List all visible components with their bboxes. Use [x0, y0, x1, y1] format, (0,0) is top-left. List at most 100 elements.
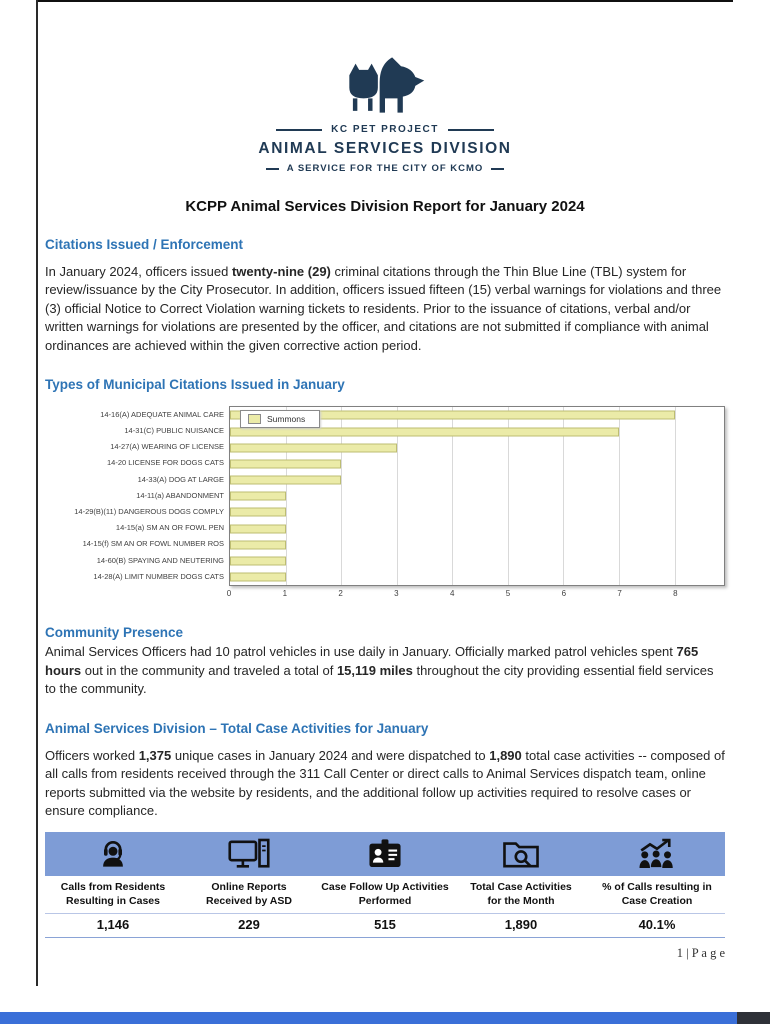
bottom-ui-bar-corner: [737, 1012, 770, 1024]
bottom-ui-bar: [0, 1012, 737, 1024]
summons-bar: [230, 475, 342, 485]
gridline: [285, 407, 287, 586]
x-axis-tick: 2: [338, 589, 343, 599]
bar-row: [230, 488, 724, 504]
gridline: [674, 407, 676, 586]
x-axis-tick: 0: [226, 589, 232, 599]
stat-label-online-reports: Online Reports Received by ASD: [206, 881, 292, 908]
bar-row: [230, 440, 724, 456]
chart-x-axis: 0 1 2 3 4 5 6 7 8: [226, 586, 725, 603]
activities-heading: Animal Services Division – Total Case Ac…: [45, 720, 429, 736]
stat-value-calls: 1,146: [96, 916, 130, 932]
page-top-edge-line: [37, 0, 733, 2]
stat-value-follow-up: 515: [374, 916, 396, 932]
category-label: 14-33(A) DOG AT LARGE: [137, 474, 224, 484]
category-label: 14-60(B) SPAYING AND NEUTERING: [96, 555, 224, 565]
x-axis-tick: 5: [505, 589, 511, 599]
stat-value-total-activities: 1,890: [504, 916, 538, 932]
bar-row: [230, 423, 724, 439]
summons-bar: [230, 524, 286, 534]
page-number-footer: 1 | P a g e: [676, 945, 725, 960]
gridline: [341, 407, 343, 586]
category-label: 14-27(A) WEARING OF LICENSE: [110, 442, 224, 452]
stat-label-calls: Calls from Residents Resulting in Cases: [60, 881, 166, 908]
gridline: [507, 407, 509, 586]
x-axis-tick: 1: [282, 589, 288, 599]
bar-row: [230, 537, 724, 553]
summons-bar: [230, 459, 342, 469]
category-label: 14-31(C) PUBLIC NUISANCE: [124, 426, 224, 436]
chart-category-labels: 14-16(A) ADEQUATE ANIMAL CARE 14-31(C) PU…: [45, 406, 229, 584]
stat-label-follow-up: Case Follow Up Activities Performed: [321, 881, 449, 908]
report-page: KC PET PROJECT ANIMAL SERVICES DIVISION …: [45, 52, 725, 960]
tagline-left-dash: [265, 167, 279, 170]
legend-swatch-summons: [248, 414, 261, 425]
logo-brand-text: KC PET PROJECT: [331, 124, 439, 135]
stat-label-total-activities: Total Case Activities for the Month: [470, 881, 572, 908]
people-growth-icon: [589, 832, 725, 876]
bar-row: [230, 569, 724, 585]
bar-row: [230, 521, 724, 537]
category-label: 14-20 LICENSE FOR DOGS CATS: [107, 458, 224, 468]
summons-bar: [230, 443, 397, 453]
category-label: 14-29(B)(11) DANGEROUS DOGS COMPLY: [74, 506, 224, 516]
id-badge-icon: [317, 832, 453, 876]
report-title: KCPP Animal Services Division Report for…: [185, 198, 585, 215]
gridline: [452, 407, 454, 586]
stats-values-row: 1,146 229 515 1,890 40.1%: [45, 914, 725, 937]
stat-label-percent-calls: % of Calls resulting in Case Creation: [602, 881, 712, 908]
summons-bar: [230, 491, 286, 501]
tagline-right-dash: [491, 167, 505, 170]
summons-bar: [230, 572, 286, 582]
bar-row: [230, 456, 724, 472]
bar-row: [230, 407, 724, 423]
citations-heading: Citations Issued / Enforcement: [45, 237, 244, 252]
bar-row: [230, 553, 724, 569]
stats-icons-row: [45, 832, 725, 877]
citations-paragraph: In January 2024, officers issued twenty-…: [45, 264, 722, 353]
folder-search-icon: [453, 832, 589, 876]
logo-tagline-text: A SERVICE FOR THE CITY OF KCMO: [286, 163, 484, 174]
citations-bar-chart: 14-16(A) ADEQUATE ANIMAL CARE 14-31(C) PU…: [45, 406, 725, 603]
gridline: [619, 407, 621, 586]
stat-value-online-reports: 229: [238, 916, 260, 932]
category-label: 14-11(a) ABANDONMENT: [136, 490, 224, 500]
community-heading: Community Presence: [45, 625, 184, 641]
category-label: 14-15(f) SM AN OR FOWL NUMBER ROS: [82, 539, 224, 549]
summons-bar: [230, 556, 286, 566]
stats-labels-row: Calls from Residents Resulting in Cases O…: [45, 876, 725, 914]
gridline: [396, 407, 398, 586]
summons-bar: [230, 540, 286, 550]
x-axis-tick: 4: [449, 589, 455, 599]
bar-row: [230, 472, 724, 488]
logo-right-rule: [447, 128, 494, 131]
gridline: [563, 407, 565, 586]
x-axis-tick: 6: [561, 589, 567, 599]
chart-plot-area: Summons: [229, 406, 725, 587]
chart-legend: Summons: [240, 410, 321, 429]
x-axis-tick: 3: [394, 589, 399, 599]
case-activities-table: Calls from Residents Resulting in Cases O…: [45, 832, 725, 938]
category-label: 14-16(A) ADEQUATE ANIMAL CARE: [100, 409, 224, 419]
kc-pet-project-logo: KC PET PROJECT ANIMAL SERVICES DIVISION …: [45, 52, 725, 174]
desktop-computer-icon: [181, 832, 317, 876]
chart-section-heading: Types of Municipal Citations Issued in J…: [45, 377, 345, 393]
summons-bar: [230, 410, 675, 420]
activities-paragraph: Officers worked 1,375 unique cases in Ja…: [45, 747, 725, 818]
headset-person-icon: [45, 832, 181, 876]
community-paragraph: Animal Services Officers had 10 patrol v…: [45, 644, 714, 697]
chart-plot-column: Summons 0 1 2 3 4 5 6 7 8: [226, 406, 725, 603]
logo-division-text: ANIMAL SERVICES DIVISION: [258, 140, 512, 157]
x-axis-tick: 8: [673, 589, 678, 599]
category-label: 14-15(a) SM AN OR FOWL PEN: [115, 523, 224, 533]
logo-left-rule: [276, 128, 323, 131]
stat-value-percent-calls: 40.1%: [638, 916, 676, 932]
dog-and-cat-logo-icon: [349, 57, 425, 113]
summons-bar: [230, 507, 286, 517]
summons-bar: [230, 427, 620, 437]
page-left-edge-line: [36, 0, 38, 986]
category-label: 14-28(A) LIMIT NUMBER DOGS CATS: [93, 571, 224, 581]
bar-row: [230, 504, 724, 520]
legend-label: Summons: [267, 414, 306, 425]
x-axis-tick: 7: [617, 589, 622, 599]
